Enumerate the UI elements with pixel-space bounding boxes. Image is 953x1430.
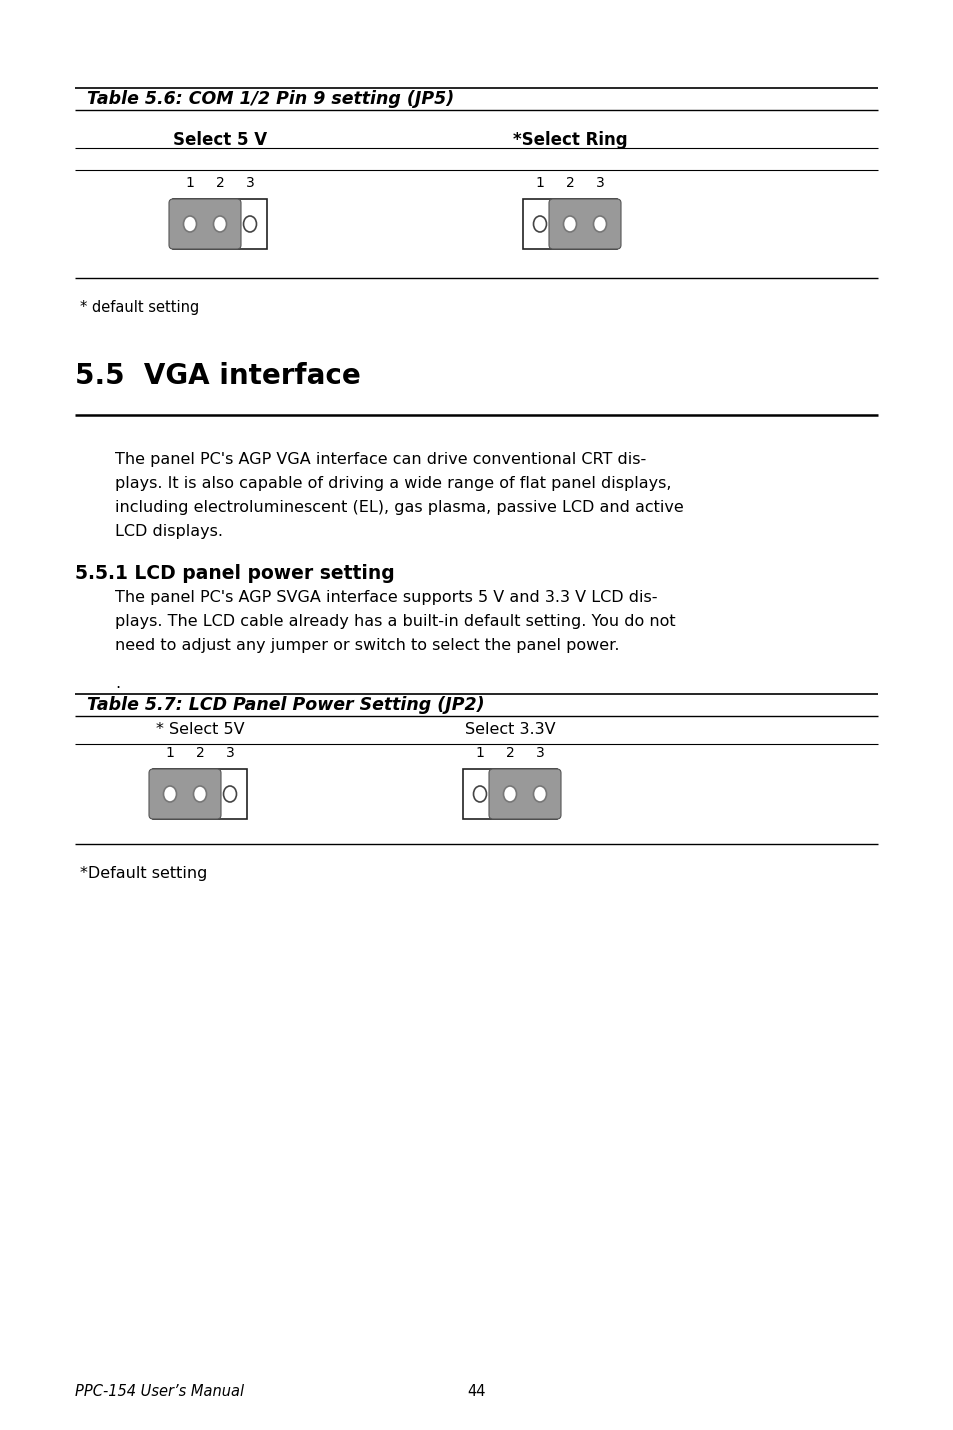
- Ellipse shape: [213, 216, 226, 232]
- Ellipse shape: [533, 216, 546, 232]
- Text: 1: 1: [535, 176, 544, 190]
- Text: 3: 3: [226, 746, 234, 759]
- Text: Table 5.7: LCD Panel Power Setting (JP2): Table 5.7: LCD Panel Power Setting (JP2): [87, 696, 484, 714]
- Text: Select 5 V: Select 5 V: [172, 132, 267, 149]
- Bar: [172, 199, 267, 249]
- Text: Select 3.3V: Select 3.3V: [464, 722, 555, 738]
- Text: The panel PC's AGP VGA interface can drive conventional CRT dis-: The panel PC's AGP VGA interface can dri…: [115, 452, 645, 468]
- Text: *Select Ring: *Select Ring: [512, 132, 627, 149]
- Text: 3: 3: [535, 746, 544, 759]
- Bar: [522, 199, 617, 249]
- Text: LCD displays.: LCD displays.: [115, 523, 223, 539]
- Text: need to adjust any jumper or switch to select the panel power.: need to adjust any jumper or switch to s…: [115, 638, 618, 654]
- FancyBboxPatch shape: [548, 199, 620, 249]
- Ellipse shape: [533, 787, 546, 802]
- FancyBboxPatch shape: [149, 769, 221, 819]
- Text: plays. It is also capable of driving a wide range of flat panel displays,: plays. It is also capable of driving a w…: [115, 476, 671, 490]
- Text: 44: 44: [467, 1384, 486, 1400]
- Ellipse shape: [503, 787, 516, 802]
- Ellipse shape: [183, 216, 196, 232]
- Ellipse shape: [223, 787, 236, 802]
- FancyBboxPatch shape: [169, 199, 241, 249]
- Ellipse shape: [193, 787, 206, 802]
- Text: 3: 3: [245, 176, 254, 190]
- Text: 5.5.1 LCD panel power setting: 5.5.1 LCD panel power setting: [75, 563, 395, 583]
- Bar: [462, 769, 557, 819]
- Text: 1: 1: [475, 746, 484, 759]
- Text: 2: 2: [505, 746, 514, 759]
- Text: 1: 1: [186, 176, 194, 190]
- Text: including electroluminescent (EL), gas plasma, passive LCD and active: including electroluminescent (EL), gas p…: [115, 500, 683, 515]
- Text: 1: 1: [166, 746, 174, 759]
- Text: plays. The LCD cable already has a built-in default setting. You do not: plays. The LCD cable already has a built…: [115, 613, 675, 629]
- Text: The panel PC's AGP SVGA interface supports 5 V and 3.3 V LCD dis-: The panel PC's AGP SVGA interface suppor…: [115, 591, 657, 605]
- Text: *Default setting: *Default setting: [80, 867, 207, 881]
- Text: PPC-154 User’s Manual: PPC-154 User’s Manual: [75, 1384, 244, 1400]
- Ellipse shape: [593, 216, 606, 232]
- Text: 3: 3: [595, 176, 604, 190]
- Text: 5.5  VGA interface: 5.5 VGA interface: [75, 362, 360, 390]
- Text: .: .: [115, 676, 120, 691]
- Text: * default setting: * default setting: [80, 300, 199, 315]
- Ellipse shape: [473, 787, 486, 802]
- Bar: [152, 769, 247, 819]
- Ellipse shape: [163, 787, 176, 802]
- Text: 2: 2: [215, 176, 224, 190]
- Text: Table 5.6: COM 1/2 Pin 9 setting (JP5): Table 5.6: COM 1/2 Pin 9 setting (JP5): [87, 90, 454, 109]
- Ellipse shape: [243, 216, 256, 232]
- Ellipse shape: [563, 216, 576, 232]
- Text: * Select 5V: * Select 5V: [155, 722, 244, 738]
- Text: 2: 2: [565, 176, 574, 190]
- FancyBboxPatch shape: [489, 769, 560, 819]
- Text: 2: 2: [195, 746, 204, 759]
